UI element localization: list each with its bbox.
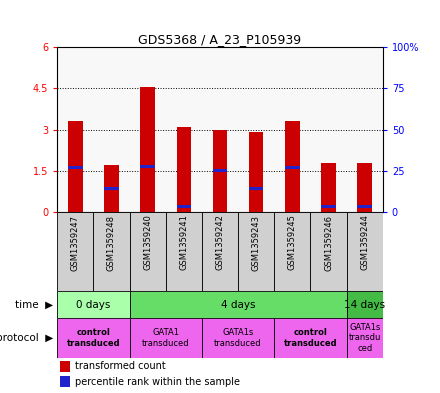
Bar [321, 205, 336, 208]
Text: control
transduced: control transduced [66, 328, 120, 348]
Bar [57, 318, 129, 358]
Bar [249, 132, 264, 212]
Title: GDS5368 / A_23_P105939: GDS5368 / A_23_P105939 [139, 33, 301, 46]
Bar [176, 127, 191, 212]
Text: GATA1
transduced: GATA1 transduced [142, 328, 190, 348]
Bar [321, 163, 336, 212]
Bar [202, 318, 274, 358]
Bar [213, 169, 227, 172]
Text: GSM1359246: GSM1359246 [324, 215, 333, 270]
Text: GSM1359241: GSM1359241 [180, 215, 188, 270]
Text: 14 days: 14 days [344, 299, 385, 310]
Bar [357, 205, 372, 208]
Text: GSM1359243: GSM1359243 [252, 215, 260, 270]
Text: GSM1359247: GSM1359247 [71, 215, 80, 270]
Bar [249, 187, 264, 190]
Text: GSM1359245: GSM1359245 [288, 215, 297, 270]
Bar [93, 212, 129, 291]
Bar [176, 205, 191, 208]
Text: 0 days: 0 days [76, 299, 110, 310]
Bar [129, 291, 347, 318]
Bar [68, 121, 83, 212]
Bar [68, 166, 83, 169]
Bar [57, 291, 129, 318]
Bar [202, 212, 238, 291]
Bar [129, 212, 166, 291]
Bar [57, 212, 93, 291]
Bar [285, 121, 300, 212]
Bar [347, 318, 383, 358]
Text: GSM1359242: GSM1359242 [216, 215, 224, 270]
Text: transformed count: transformed count [75, 362, 166, 371]
Text: GATA1s
transduced: GATA1s transduced [214, 328, 262, 348]
Bar [104, 165, 119, 212]
Text: protocol  ▶: protocol ▶ [0, 333, 53, 343]
Bar [357, 163, 372, 212]
Bar [347, 291, 383, 318]
Bar [274, 212, 311, 291]
Text: control
transduced: control transduced [284, 328, 337, 348]
Text: GSM1359244: GSM1359244 [360, 215, 369, 270]
Bar [347, 212, 383, 291]
Text: time  ▶: time ▶ [15, 299, 53, 310]
Bar [285, 166, 300, 169]
Bar [129, 318, 202, 358]
Text: 4 days: 4 days [221, 299, 255, 310]
Bar [140, 165, 155, 168]
Text: GSM1359240: GSM1359240 [143, 215, 152, 270]
Text: GSM1359248: GSM1359248 [107, 215, 116, 270]
Bar [104, 187, 119, 190]
Text: GATA1s
transdu
ced: GATA1s transdu ced [348, 323, 381, 353]
Bar [213, 130, 227, 212]
Bar [238, 212, 274, 291]
Bar [60, 376, 70, 387]
Bar [274, 318, 347, 358]
Bar [140, 87, 155, 212]
Bar [311, 212, 347, 291]
Bar [166, 212, 202, 291]
Text: percentile rank within the sample: percentile rank within the sample [75, 377, 240, 387]
Bar [60, 361, 70, 372]
